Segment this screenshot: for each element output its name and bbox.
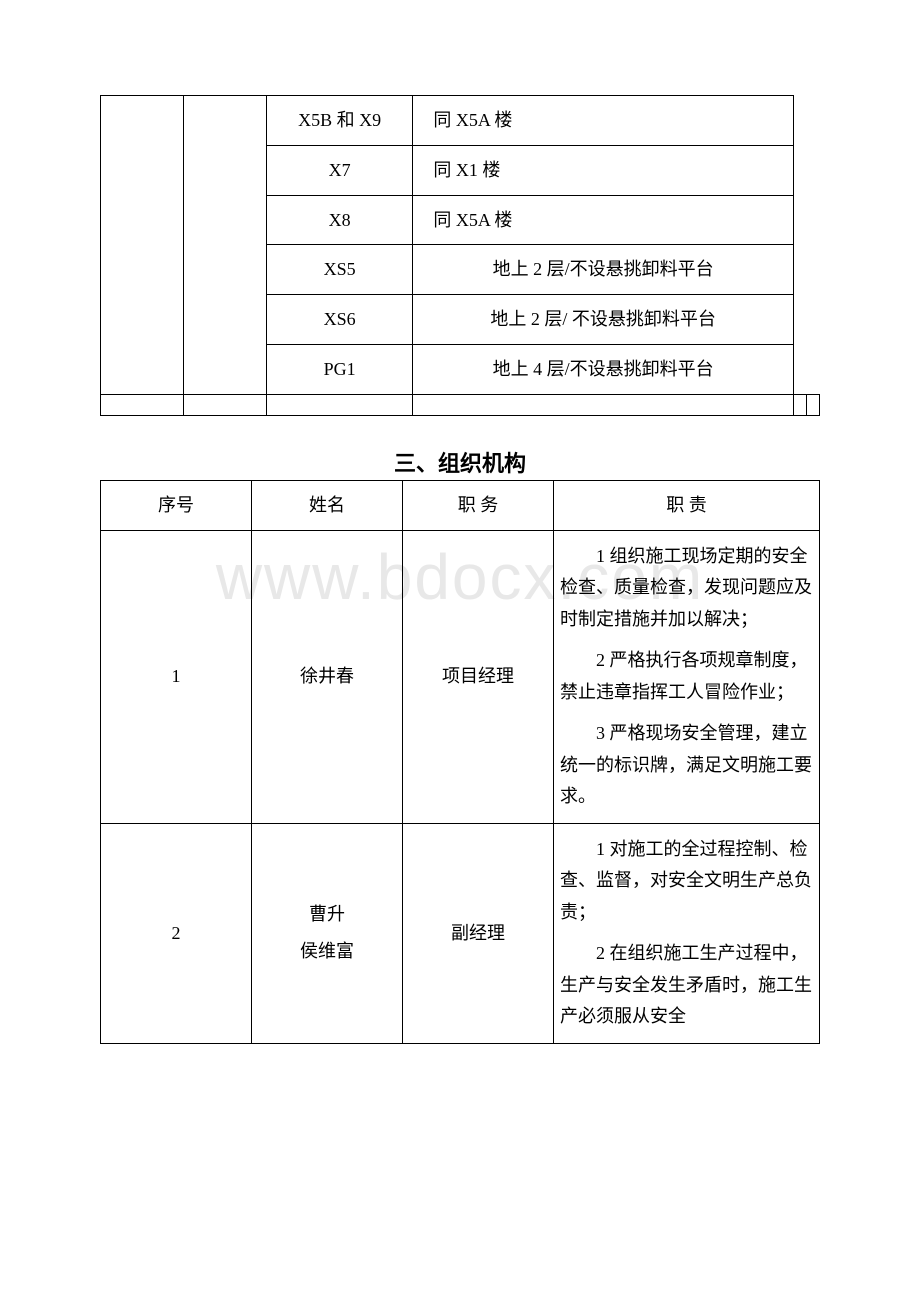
cell-empty xyxy=(184,96,267,395)
resp-paragraph: 2 在组织施工生产过程中，生产与安全发生矛盾时，施工生产必须服从安全 xyxy=(560,938,813,1033)
resp-paragraph: 1 对施工的全过程控制、检查、监督，对安全文明生产总负责； xyxy=(560,834,813,929)
header-name: 姓名 xyxy=(251,480,402,530)
table-buildings: X5B 和 X9 同 X5A 楼 X7 同 X1 楼 X8 同 X5A 楼 XS… xyxy=(100,95,820,416)
table-row: X5B 和 X9 同 X5A 楼 xyxy=(101,96,820,146)
name-line: 侯维富 xyxy=(258,937,396,966)
cell-description: 同 X5A 楼 xyxy=(413,195,794,245)
cell-seq: 1 xyxy=(101,530,252,823)
cell-description: 同 X5A 楼 xyxy=(413,96,794,146)
cell-empty xyxy=(184,394,267,415)
cell-building: XS6 xyxy=(267,295,413,345)
cell-building: X8 xyxy=(267,195,413,245)
header-responsibility: 职 责 xyxy=(553,480,819,530)
name-line: 曹升 xyxy=(258,900,396,929)
cell-seq: 2 xyxy=(101,823,252,1043)
cell-description: 地上 4 层/不设悬挑卸料平台 xyxy=(413,344,794,394)
cell-position: 项目经理 xyxy=(402,530,553,823)
cell-position: 副经理 xyxy=(402,823,553,1043)
cell-responsibility: 1 组织施工现场定期的安全检查、质量检查，发现问题应及时制定措施并加以解决； 2… xyxy=(553,530,819,823)
header-seq: 序号 xyxy=(101,480,252,530)
cell-empty xyxy=(101,96,184,395)
cell-building: PG1 xyxy=(267,344,413,394)
resp-paragraph: 3 严格现场安全管理，建立统一的标识牌，满足文明施工要求。 xyxy=(560,718,813,813)
cell-empty xyxy=(101,394,184,415)
cell-description: 地上 2 层/不设悬挑卸料平台 xyxy=(413,245,794,295)
table-header-row: 序号 姓名 职 务 职 责 xyxy=(101,480,820,530)
cell-building: X7 xyxy=(267,145,413,195)
cell-description: 同 X1 楼 xyxy=(413,145,794,195)
cell-building: X5B 和 X9 xyxy=(267,96,413,146)
cell-empty xyxy=(793,394,806,415)
header-position: 职 务 xyxy=(402,480,553,530)
resp-paragraph: 1 组织施工现场定期的安全检查、质量检查，发现问题应及时制定措施并加以解决； xyxy=(560,541,813,636)
section-title: 三、组织机构 xyxy=(100,446,820,478)
resp-paragraph: 2 严格执行各项规章制度，禁止违章指挥工人冒险作业； xyxy=(560,645,813,708)
cell-description: 地上 2 层/ 不设悬挑卸料平台 xyxy=(413,295,794,345)
cell-empty xyxy=(267,394,413,415)
table-organization: 序号 姓名 职 务 职 责 1 徐井春 项目经理 1 组织施工现场定期的安全检查… xyxy=(100,480,820,1044)
cell-name: 徐井春 xyxy=(251,530,402,823)
table-row: 2 曹升 侯维富 副经理 1 对施工的全过程控制、检查、监督，对安全文明生产总负… xyxy=(101,823,820,1043)
cell-empty xyxy=(806,394,819,415)
cell-name: 曹升 侯维富 xyxy=(251,823,402,1043)
cell-empty xyxy=(413,394,794,415)
cell-building: XS5 xyxy=(267,245,413,295)
table-row-blank xyxy=(101,394,820,415)
cell-responsibility: 1 对施工的全过程控制、检查、监督，对安全文明生产总负责； 2 在组织施工生产过… xyxy=(553,823,819,1043)
table-row: 1 徐井春 项目经理 1 组织施工现场定期的安全检查、质量检查，发现问题应及时制… xyxy=(101,530,820,823)
